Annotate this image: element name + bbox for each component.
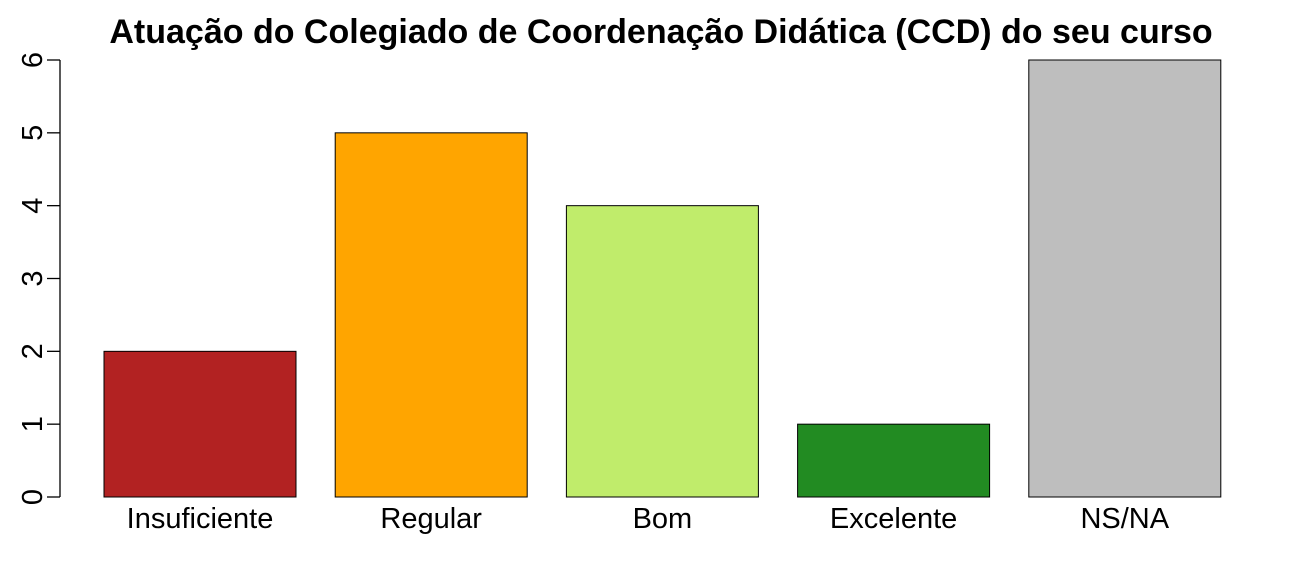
x-tick-label: Insuficiente bbox=[127, 503, 274, 535]
y-tick-label: 3 bbox=[17, 270, 49, 286]
bar-excelente bbox=[798, 424, 990, 497]
x-tick-label: Regular bbox=[380, 503, 482, 535]
y-tick-label: 4 bbox=[17, 198, 49, 214]
y-tick-label: 5 bbox=[17, 125, 49, 141]
bar-regular bbox=[335, 133, 527, 497]
x-tick-label: Bom bbox=[633, 503, 693, 535]
bar-insuficiente bbox=[104, 351, 296, 497]
bars bbox=[104, 60, 1221, 497]
bar-ns-na bbox=[1029, 60, 1221, 497]
chart-title: Atuação do Colegiado de Coordenação Didá… bbox=[109, 13, 1212, 51]
y-axis: 0 1 2 3 4 5 6 bbox=[17, 52, 60, 505]
y-tick-label: 1 bbox=[17, 416, 49, 432]
x-axis-labels: Insuficiente Regular Bom Excelente NS/NA bbox=[127, 503, 1170, 535]
bar-bom bbox=[566, 206, 758, 497]
y-tick-label: 0 bbox=[17, 489, 49, 505]
y-tick-label: 2 bbox=[17, 343, 49, 359]
x-tick-label: Excelente bbox=[830, 503, 957, 535]
x-tick-label: NS/NA bbox=[1080, 503, 1169, 535]
y-tick-label: 6 bbox=[17, 52, 49, 68]
